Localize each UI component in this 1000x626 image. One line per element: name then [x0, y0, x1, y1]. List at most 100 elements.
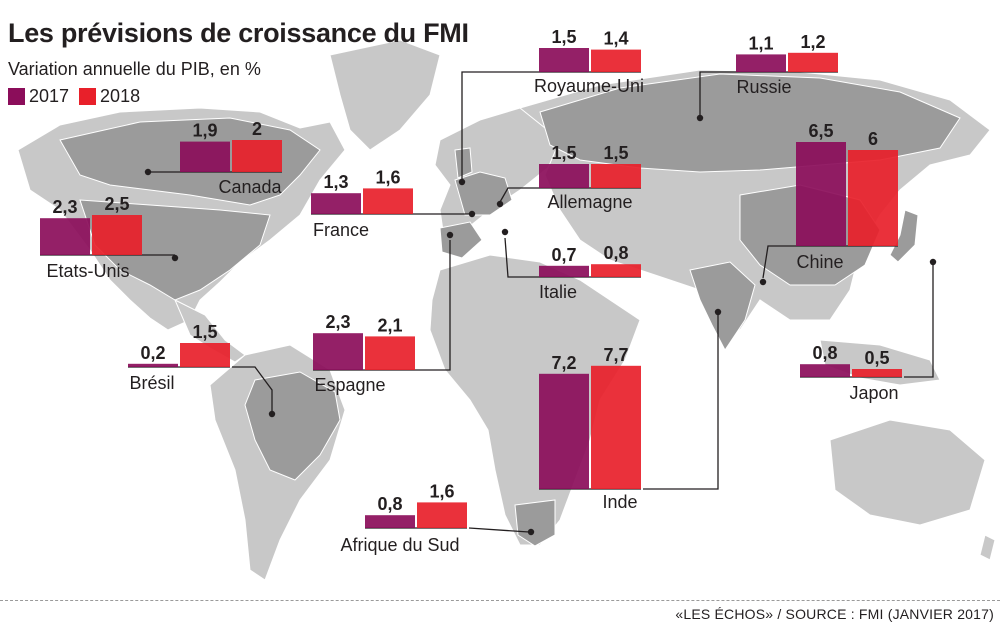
bar-group-inde: 7,2 7,7 Inde: [539, 308, 722, 512]
data-label-royaume-uni-2018: 1,4: [603, 29, 628, 49]
data-label-canada-2018: 2: [252, 119, 262, 139]
connector-dot: [268, 410, 276, 418]
bar-italie-2018: [591, 264, 641, 277]
land-shape: [829, 419, 986, 526]
country-label-bresil: Brésil: [129, 373, 174, 393]
country-label-afrique-du-sud: Afrique du Sud: [340, 535, 459, 555]
bar-espagne-2017: [313, 333, 363, 370]
bar-espagne-2018: [365, 336, 415, 370]
bar-group-etats-unis: 2,3 2,5 Etats-Unis: [40, 194, 179, 281]
country-label-canada: Canada: [218, 177, 282, 197]
bar-etats-unis-2018: [92, 215, 142, 255]
data-label-afrique-du-sud-2017: 0,8: [377, 494, 402, 514]
land-shape: [439, 221, 483, 259]
data-label-chine-2018: 6: [868, 129, 878, 149]
bar-group-bresil: 0,2 1,5 Brésil: [128, 322, 276, 418]
chart-title: Les prévisions de croissance du FMI: [8, 18, 469, 48]
land-shape: [429, 254, 641, 546]
data-label-italie-2018: 0,8: [603, 243, 628, 263]
connector-line: [699, 71, 736, 118]
bar-inde-2017: [539, 373, 589, 489]
bar-japon-2017: [800, 364, 850, 377]
bar-afrique-du-sud-2017: [365, 515, 415, 528]
data-label-russie-2018: 1,2: [800, 32, 825, 52]
data-label-espagne-2018: 2,1: [377, 315, 402, 335]
connector-dot: [696, 114, 704, 122]
legend-swatch-2018: [79, 88, 97, 105]
data-label-russie-2017: 1,1: [748, 33, 773, 53]
country-label-japon: Japon: [849, 383, 898, 403]
bar-japon-2018: [852, 369, 902, 377]
bar-canada-2018: [232, 140, 282, 172]
connector-dot: [446, 231, 454, 239]
connector-line: [468, 527, 530, 533]
data-label-royaume-uni-2017: 1,5: [551, 27, 576, 47]
legend: 2017 2018: [8, 86, 150, 107]
land-shape: [454, 147, 473, 179]
country-label-etats-unis: Etats-Unis: [46, 261, 129, 281]
legend-item-2017: 2017: [8, 86, 69, 107]
connector-line: [461, 71, 539, 182]
data-label-japon-2017: 0,8: [812, 343, 837, 363]
land-shape: [689, 261, 756, 351]
country-label-russie: Russie: [736, 77, 791, 97]
data-label-espagne-2017: 2,3: [325, 312, 350, 332]
country-label-italie: Italie: [539, 282, 577, 302]
land-shape: [889, 209, 919, 263]
data-label-france-2018: 1,6: [375, 167, 400, 187]
data-label-bresil-2018: 1,5: [192, 322, 217, 342]
bar-russie-2018: [788, 52, 838, 72]
connector-line: [904, 262, 934, 378]
bar-bresil-2018: [180, 343, 230, 367]
connector-dot: [468, 210, 476, 218]
data-label-bresil-2017: 0,2: [140, 343, 165, 363]
country-label-royaume-uni: Royaume-Uni: [534, 76, 644, 96]
legend-swatch-2017: [8, 88, 25, 105]
land-shape: [514, 499, 556, 547]
connector-line: [762, 245, 796, 279]
country-label-espagne: Espagne: [314, 375, 385, 395]
connector-dot: [496, 200, 504, 208]
bar-etats-unis-2017: [40, 218, 90, 255]
bar-france-2018: [363, 188, 413, 214]
connector-dot: [501, 228, 509, 236]
data-label-etats-unis-2017: 2,3: [52, 197, 77, 217]
connector-line: [232, 366, 273, 412]
bar-bresil-2017: [128, 363, 178, 367]
source-note: «LES ÉCHOS» / SOURCE : FMI (JANVIER 2017…: [675, 606, 994, 622]
footer-divider: [0, 600, 1000, 601]
bar-chine-2017: [796, 142, 846, 246]
bar-group-russie: 1,1 1,2 Russie: [696, 32, 838, 122]
bar-inde-2018: [591, 365, 641, 489]
country-label-france: France: [313, 220, 369, 240]
land-shape: [979, 534, 996, 561]
bar-group-afrique-du-sud: 0,8 1,6 Afrique du Sud: [340, 481, 535, 555]
bar-group-royaume-uni: 1,5 1,4 Royaume-Uni: [458, 27, 644, 186]
bar-chine-2018: [848, 150, 898, 246]
legend-item-2018: 2018: [79, 86, 140, 107]
land-shape: [244, 371, 341, 481]
legend-label-2017: 2017: [29, 86, 70, 106]
bar-group-chine: 6,5 6 Chine: [759, 121, 898, 286]
country-label-allemagne: Allemagne: [547, 192, 632, 212]
data-label-inde-2017: 7,2: [551, 353, 576, 373]
data-label-italie-2017: 0,7: [551, 245, 576, 265]
connector-line: [499, 187, 539, 203]
bar-royaume-uni-2017: [539, 48, 589, 72]
land-masses: [17, 39, 996, 581]
connector-line: [643, 312, 719, 490]
connector-dot: [714, 308, 722, 316]
bar-group-japon: 0,8 0,5 Japon: [800, 258, 937, 403]
connector-dot: [171, 254, 179, 262]
bar-russie-2017: [736, 54, 786, 72]
data-label-france-2017: 1,3: [323, 172, 348, 192]
connector-dot: [144, 168, 152, 176]
bar-group-allemagne: 1,5 1,5 Allemagne: [496, 143, 641, 212]
bar-group-italie: 0,7 0,8 Italie: [501, 228, 641, 302]
land-shape: [329, 39, 441, 151]
connector-line: [504, 237, 539, 278]
connector-dot: [759, 278, 767, 286]
data-label-etats-unis-2018: 2,5: [104, 194, 129, 214]
country-label-inde: Inde: [602, 492, 637, 512]
